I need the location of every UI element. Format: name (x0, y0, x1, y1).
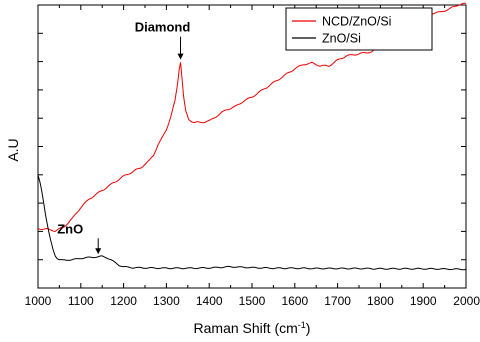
legend-box (285, 7, 433, 51)
y-axis-title: A.U (5, 138, 21, 161)
series-line-zno-si (37, 174, 467, 271)
legend-entry: NCD/ZnO/Si (322, 15, 391, 29)
annotation-arrow-head (95, 248, 102, 255)
x-axis-ticks: 1000 1100 1200 1300 1400 1500 1600 1700 1800 1900… (25, 5, 480, 308)
legend: NCD/ZnO/Si ZnO/Si (285, 7, 433, 51)
annotation-arrow-head (177, 53, 184, 60)
x-tick-label: 1700 (324, 294, 351, 308)
x-tick-label: 1800 (367, 294, 394, 308)
x-tick-label: 2000 (453, 294, 480, 308)
x-tick-label: 1400 (196, 294, 223, 308)
x-tick-label: 1500 (239, 294, 266, 308)
x-axis-title: Raman Shift (cm-1) (194, 320, 311, 336)
annotation-label: Diamond (135, 20, 191, 35)
x-tick-label: 1900 (410, 294, 437, 308)
legend-entry: ZnO/Si (322, 32, 361, 46)
x-tick-label: 1200 (110, 294, 137, 308)
x-tick-label: 1600 (281, 294, 308, 308)
plot-frame (37, 4, 467, 289)
annotation-layer: Diamond ZnO (57, 20, 190, 255)
x-tick-label: 1300 (153, 294, 180, 308)
annotation-label: ZnO (57, 221, 83, 236)
x-tick-label: 1000 (25, 294, 52, 308)
y-axis-ticks (38, 4, 466, 289)
x-tick-label: 1100 (68, 294, 94, 308)
